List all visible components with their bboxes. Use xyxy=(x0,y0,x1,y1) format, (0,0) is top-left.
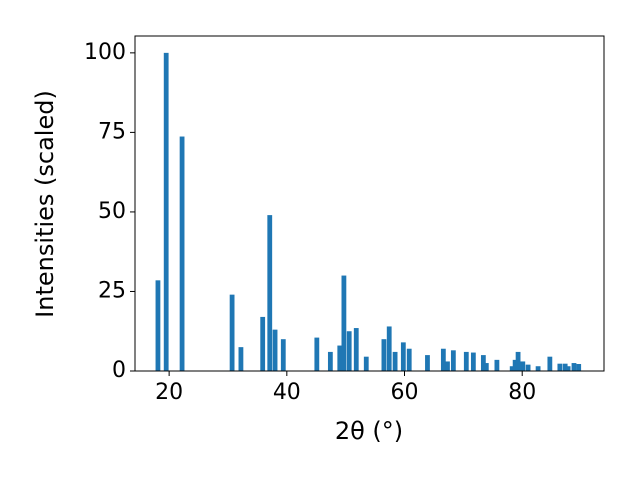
x-axis-label: 2θ (°) xyxy=(335,417,403,445)
bar xyxy=(483,363,489,371)
y-tick-label: 25 xyxy=(98,278,126,303)
bar xyxy=(576,364,582,371)
bar xyxy=(515,351,521,371)
bar xyxy=(392,351,398,371)
bar xyxy=(512,359,518,371)
bar xyxy=(314,337,320,371)
bar xyxy=(381,339,387,371)
bar xyxy=(272,329,278,371)
bar xyxy=(425,355,430,371)
bar xyxy=(353,328,359,371)
bar xyxy=(260,316,266,371)
x-tick-label: 80 xyxy=(508,380,536,405)
bar xyxy=(565,366,571,371)
x-tick-label: 60 xyxy=(391,380,419,405)
bar xyxy=(386,326,392,371)
y-tick-label: 50 xyxy=(98,199,126,224)
bar xyxy=(163,52,169,371)
bar xyxy=(267,215,273,371)
bar xyxy=(337,345,343,371)
bar xyxy=(445,361,450,371)
bar xyxy=(400,342,406,371)
x-tick-label: 20 xyxy=(155,380,183,405)
bar xyxy=(229,294,235,371)
bar xyxy=(327,351,333,371)
bar xyxy=(179,136,185,371)
bar xyxy=(547,356,553,371)
bar xyxy=(280,339,286,371)
bar xyxy=(525,364,531,371)
x-tick-label: 40 xyxy=(273,380,301,405)
bar xyxy=(238,347,244,371)
bar xyxy=(535,366,541,371)
bar xyxy=(406,348,412,371)
bar xyxy=(470,352,476,371)
bar xyxy=(363,356,369,371)
y-tick-label: 75 xyxy=(98,119,126,144)
bar xyxy=(463,351,469,371)
bar xyxy=(480,355,486,371)
plot-frame xyxy=(134,35,605,372)
bar xyxy=(155,280,161,371)
y-tick-label: 100 xyxy=(84,40,126,65)
y-axis-label: Intensities (scaled) xyxy=(31,90,59,318)
bar xyxy=(450,350,456,371)
bar xyxy=(509,366,515,371)
bar xyxy=(440,348,446,371)
bar xyxy=(520,361,526,371)
bar xyxy=(557,363,563,371)
bar xyxy=(346,331,352,371)
bar xyxy=(494,359,500,371)
bar xyxy=(571,363,577,371)
bar xyxy=(341,275,347,371)
bar xyxy=(562,363,568,371)
y-tick-label: 0 xyxy=(112,358,126,383)
